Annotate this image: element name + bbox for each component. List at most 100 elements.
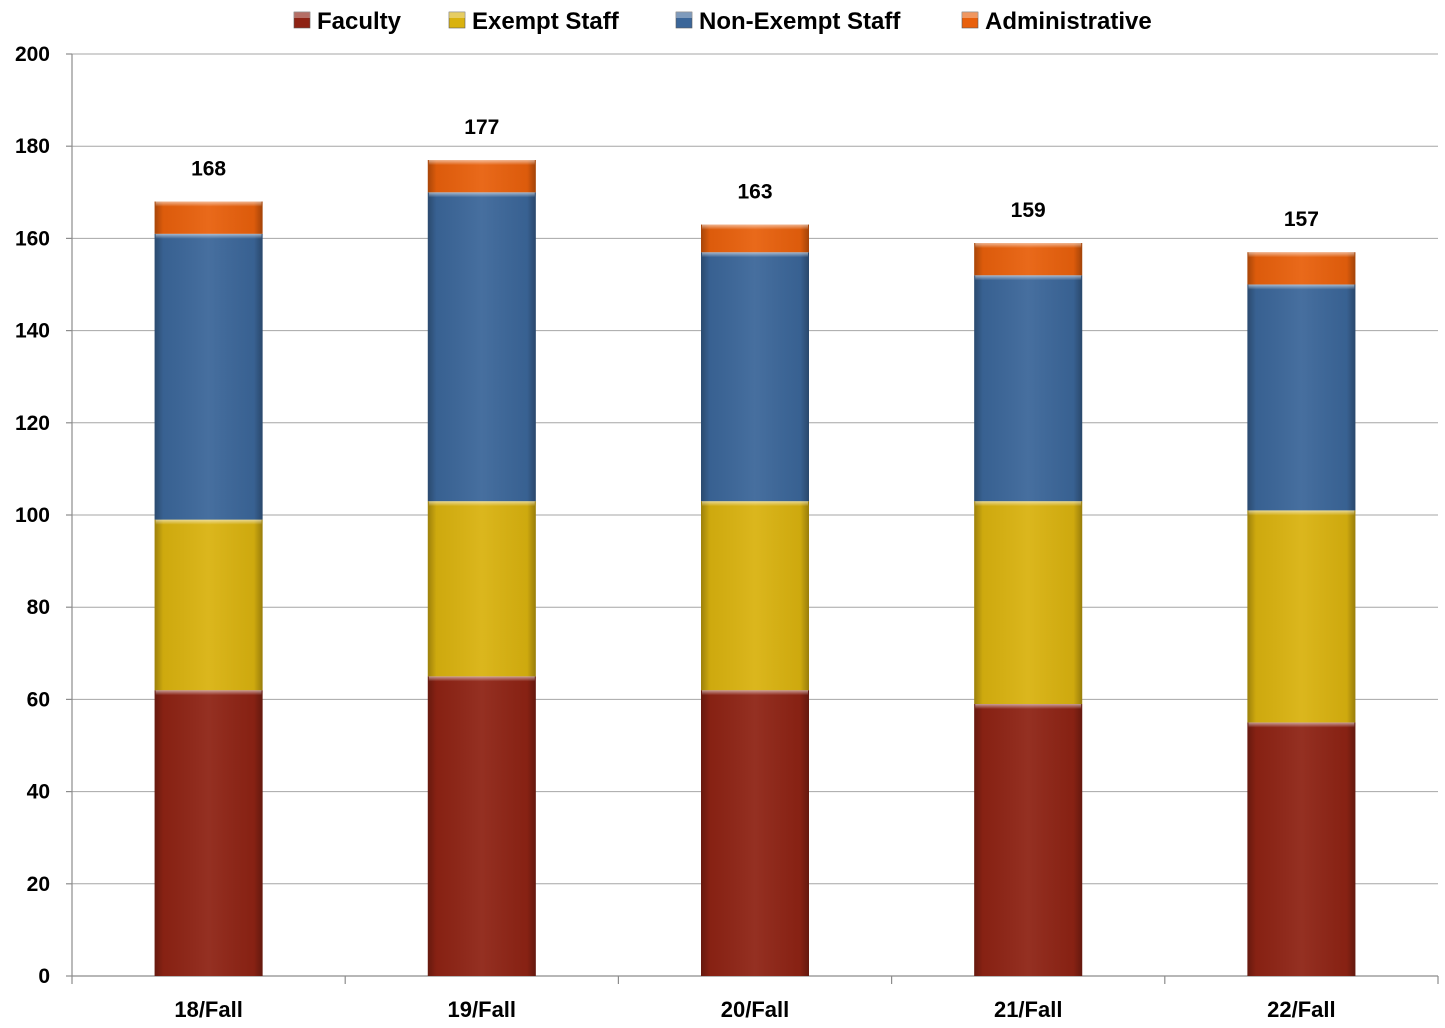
legend-swatch-non-exempt-staff	[675, 11, 693, 29]
bar-segment-non-exempt-staff-19-fall	[427, 192, 536, 502]
legend-label-exempt-staff: Exempt Staff	[472, 8, 620, 35]
bar-segment-exempt-staff-18-fall	[154, 519, 263, 691]
bar-bevel	[702, 224, 808, 230]
bar-segment-non-exempt-staff-21-fall	[974, 275, 1083, 502]
bar-shade	[974, 501, 1083, 705]
legend-item-exempt-staff: Exempt Staff	[448, 8, 620, 35]
bar-segment-non-exempt-staff-22-fall	[1247, 284, 1356, 511]
bar-shade	[427, 501, 536, 677]
bar-bevel	[975, 501, 1082, 507]
y-tick-label: 160	[15, 227, 50, 250]
bar-segment-exempt-staff-22-fall	[1247, 510, 1356, 723]
bar-segment-exempt-staff-20-fall	[701, 501, 809, 691]
bar-bevel	[428, 192, 535, 198]
bar-shade	[154, 201, 263, 234]
legend: Faculty Exempt Staff Non-Exempt Staff Admin…	[293, 8, 1152, 35]
y-tick-label: 120	[15, 412, 50, 435]
bar-bevel	[1248, 510, 1355, 516]
bar-shade	[154, 519, 263, 691]
bar-bevel	[428, 676, 535, 682]
bar-bevel	[702, 252, 808, 258]
bar-segment-faculty-19-fall	[427, 676, 536, 976]
bar-shade	[427, 676, 536, 976]
y-tick-label: 180	[15, 135, 50, 158]
bar-shade	[974, 243, 1083, 276]
bar-shade	[701, 690, 809, 976]
bar-bevel	[1248, 252, 1355, 258]
bar-segment-faculty-21-fall	[974, 704, 1083, 976]
data-labels: 168 177 163 159 157	[191, 116, 1319, 231]
y-tick-label: 140	[15, 320, 50, 343]
y-tick-label: 0	[38, 965, 50, 988]
y-tick-label: 80	[27, 596, 50, 619]
legend-swatch-shine	[676, 12, 692, 18]
legend-label-non-exempt-staff: Non-Exempt Staff	[699, 8, 901, 35]
bar-segment-administrative-19-fall	[427, 160, 536, 193]
bar-segment-administrative-21-fall	[974, 243, 1083, 276]
x-tick-label-20-fall: 20/Fall	[721, 997, 789, 1022]
legend-swatch-shine	[962, 12, 978, 18]
y-tick-label: 100	[15, 504, 50, 527]
x-tick-label-22-fall: 22/Fall	[1267, 997, 1335, 1022]
bar-bevel	[702, 690, 808, 696]
bar-shade	[154, 690, 263, 976]
bar-segment-faculty-18-fall	[154, 690, 263, 976]
bar-shade	[974, 275, 1083, 502]
bar-shade	[1247, 722, 1356, 976]
bar-bevel	[702, 501, 808, 507]
bar-shade	[427, 192, 536, 502]
bar-segment-administrative-20-fall	[701, 224, 809, 253]
legend-swatch-administrative	[961, 11, 979, 29]
legend-item-faculty: Faculty	[293, 8, 402, 35]
bar-shade	[427, 160, 536, 193]
total-label-20-fall: 163	[737, 181, 772, 204]
bar-bevel	[155, 519, 262, 525]
bar-bevel	[975, 704, 1082, 710]
bar-bevel	[975, 275, 1082, 281]
total-label-21-fall: 159	[1011, 199, 1046, 222]
bar-bevel	[975, 243, 1082, 249]
bar-bevel	[428, 160, 535, 166]
bar-shade	[701, 501, 809, 691]
total-label-19-fall: 177	[464, 116, 499, 139]
bar-bevel	[1248, 722, 1355, 728]
legend-label-administrative: Administrative	[985, 8, 1152, 35]
x-tick-label-21-fall: 21/Fall	[994, 997, 1062, 1022]
bar-segment-administrative-18-fall	[154, 201, 263, 234]
bar-segment-exempt-staff-19-fall	[427, 501, 536, 677]
bar-shade	[1247, 252, 1356, 285]
bar-bevel	[155, 690, 262, 696]
y-tick-label: 20	[27, 873, 50, 896]
bar-bevel	[1248, 284, 1355, 290]
bar-bevel	[155, 233, 262, 239]
bar-segment-faculty-22-fall	[1247, 722, 1356, 976]
bar-bevel	[428, 501, 535, 507]
legend-swatch-exempt-staff	[448, 11, 466, 29]
bar-bevel	[155, 201, 262, 207]
legend-swatch-shine	[449, 12, 465, 18]
legend-swatch-shine	[294, 12, 310, 18]
legend-item-administrative: Administrative	[961, 8, 1152, 35]
bar-segment-administrative-22-fall	[1247, 252, 1356, 285]
bar-shade	[154, 233, 263, 520]
bar-shade	[974, 704, 1083, 976]
legend-item-non-exempt-staff: Non-Exempt Staff	[675, 8, 901, 35]
legend-label-faculty: Faculty	[317, 8, 402, 35]
x-tick-label-19-fall: 19/Fall	[448, 997, 516, 1022]
y-tick-label: 200	[15, 43, 50, 66]
bar-shade	[701, 252, 809, 502]
x-tick-label-18-fall: 18/Fall	[174, 997, 242, 1022]
y-tick-label: 60	[27, 688, 50, 711]
legend-swatch-faculty	[293, 11, 311, 29]
bar-shade	[1247, 284, 1356, 511]
bar-segment-faculty-20-fall	[701, 690, 809, 976]
total-label-22-fall: 157	[1284, 208, 1319, 231]
y-tick-label: 40	[27, 781, 50, 804]
bar-segment-non-exempt-staff-20-fall	[701, 252, 809, 502]
bars	[154, 160, 1356, 976]
axes: 0 20 40 60 80 100 120 140 160 180 200 18/Fall 19/Fal…	[15, 43, 1439, 1022]
bar-segment-exempt-staff-21-fall	[974, 501, 1083, 705]
bar-shade	[1247, 510, 1356, 723]
